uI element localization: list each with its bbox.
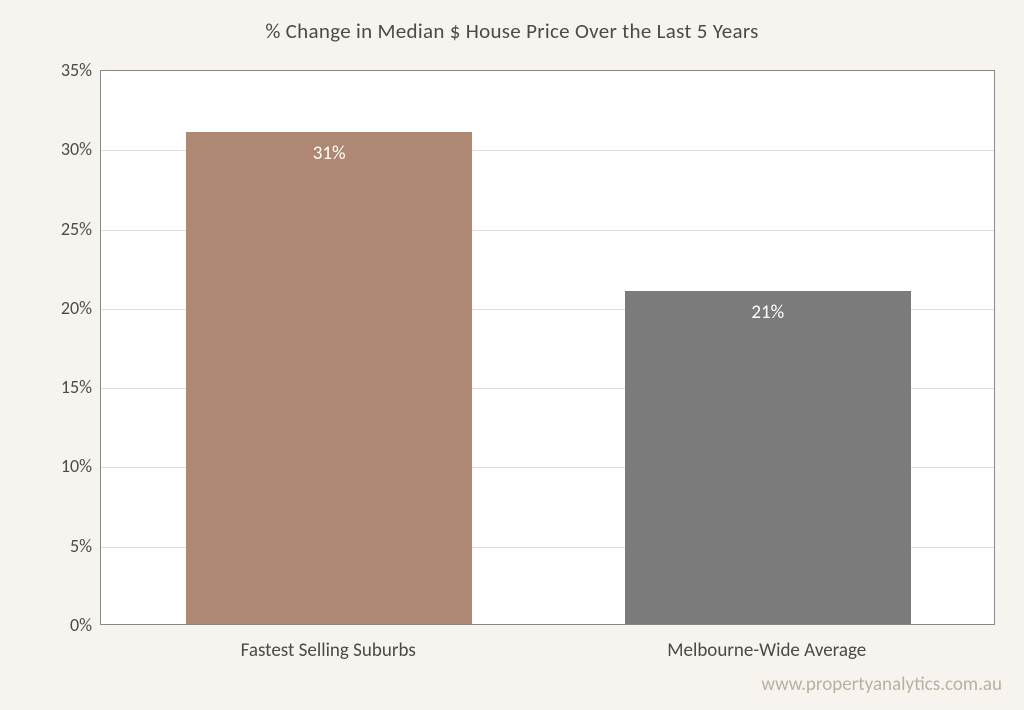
chart-title: % Change in Median $ House Price Over th… [0,18,1024,44]
x-category-label: Fastest Selling Suburbs [145,639,511,662]
y-tick-label: 0% [32,614,92,636]
bar-value-label: 31% [186,142,472,165]
bar-value-label: 21% [625,301,911,324]
chart-page: % Change in Median $ House Price Over th… [0,0,1024,710]
watermark-text: www.propertyanalytics.com.au [761,673,1002,696]
y-tick-label: 30% [32,138,92,160]
y-tick-label: 25% [32,218,92,240]
y-tick-label: 20% [32,297,92,319]
x-category-label: Melbourne-Wide Average [584,639,950,662]
y-tick-label: 35% [32,59,92,81]
y-tick-label: 5% [32,535,92,557]
bar: 31% [186,132,472,624]
plot-area: 31% 21% [100,70,995,625]
y-tick-label: 10% [32,455,92,477]
bar: 21% [625,291,911,624]
y-tick-label: 15% [32,376,92,398]
